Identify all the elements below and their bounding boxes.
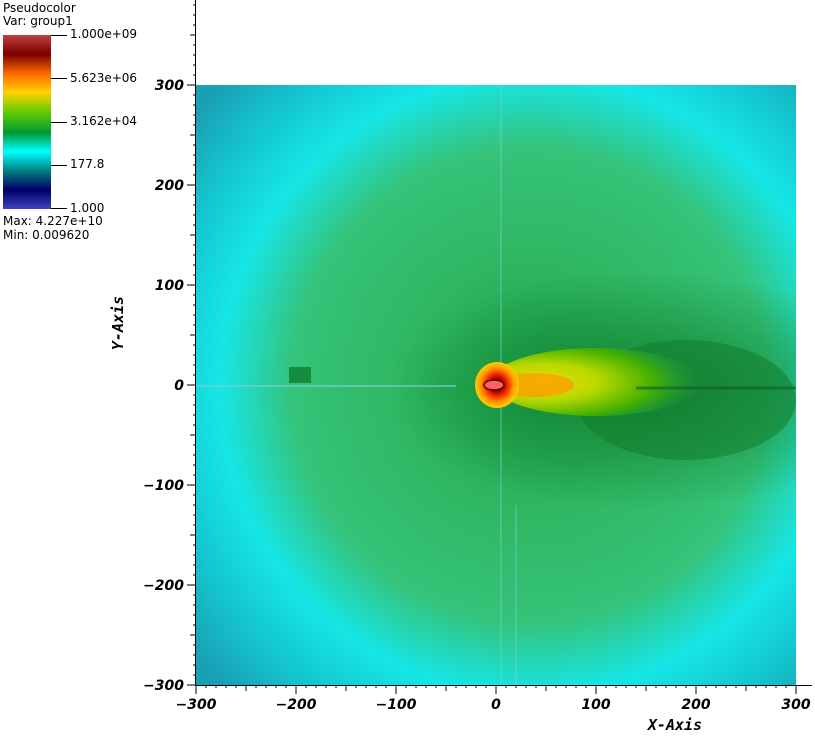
x-tick-label: 200 — [681, 697, 710, 713]
colorbar-label-4: 1.000 — [70, 201, 105, 215]
colorbar-label-0: 1.000e+09 — [70, 27, 138, 41]
legend-title: Pseudocolor — [3, 1, 76, 15]
y-tick-label: 200 — [155, 178, 184, 194]
legend-max: Max: 4.227e+10 — [3, 214, 103, 228]
y-tick-label: 100 — [155, 278, 184, 294]
colorbar-tick-3 — [51, 165, 67, 166]
colorbar-tick-1 — [51, 78, 67, 79]
peak-center — [483, 379, 505, 391]
colorbar — [3, 35, 51, 209]
colorbar-label-3: 177.8 — [70, 157, 105, 171]
x-tick-label: −300 — [176, 697, 217, 713]
legend-min: Min: 0.009620 — [3, 228, 90, 242]
x-tick-label: 100 — [581, 697, 610, 713]
x-tick-label: −200 — [276, 697, 317, 713]
colorbar-tick-2 — [51, 122, 67, 123]
jet-plume — [491, 348, 701, 416]
x-tick-label: 0 — [491, 697, 501, 713]
dark-patch — [289, 367, 311, 383]
y-tick-label: 300 — [155, 78, 184, 94]
colorbar-label-2: 3.162e+04 — [70, 114, 138, 128]
y-tick-label: 0 — [174, 378, 184, 394]
plot-area — [196, 85, 796, 685]
x-axis-label: X-Axis — [646, 716, 702, 734]
y-axis-label: Y-Axis — [109, 296, 127, 350]
colorbar-label-1: 5.623e+06 — [70, 71, 138, 85]
legend-var-label: Var: group1 — [3, 14, 73, 28]
y-tick-label: −300 — [143, 678, 184, 694]
y-tick-label: −100 — [143, 478, 184, 494]
colorbar-tick-4 — [51, 208, 67, 209]
y-tick-label: −200 — [143, 578, 184, 594]
colorbar-tick-0 — [51, 35, 67, 36]
x-tick-label: 300 — [781, 697, 810, 713]
x-tick-label: −100 — [376, 697, 417, 713]
axes: −300 −200 −100 0 100 200 300 −300 −200 −100 0 100 20… — [143, 0, 812, 713]
